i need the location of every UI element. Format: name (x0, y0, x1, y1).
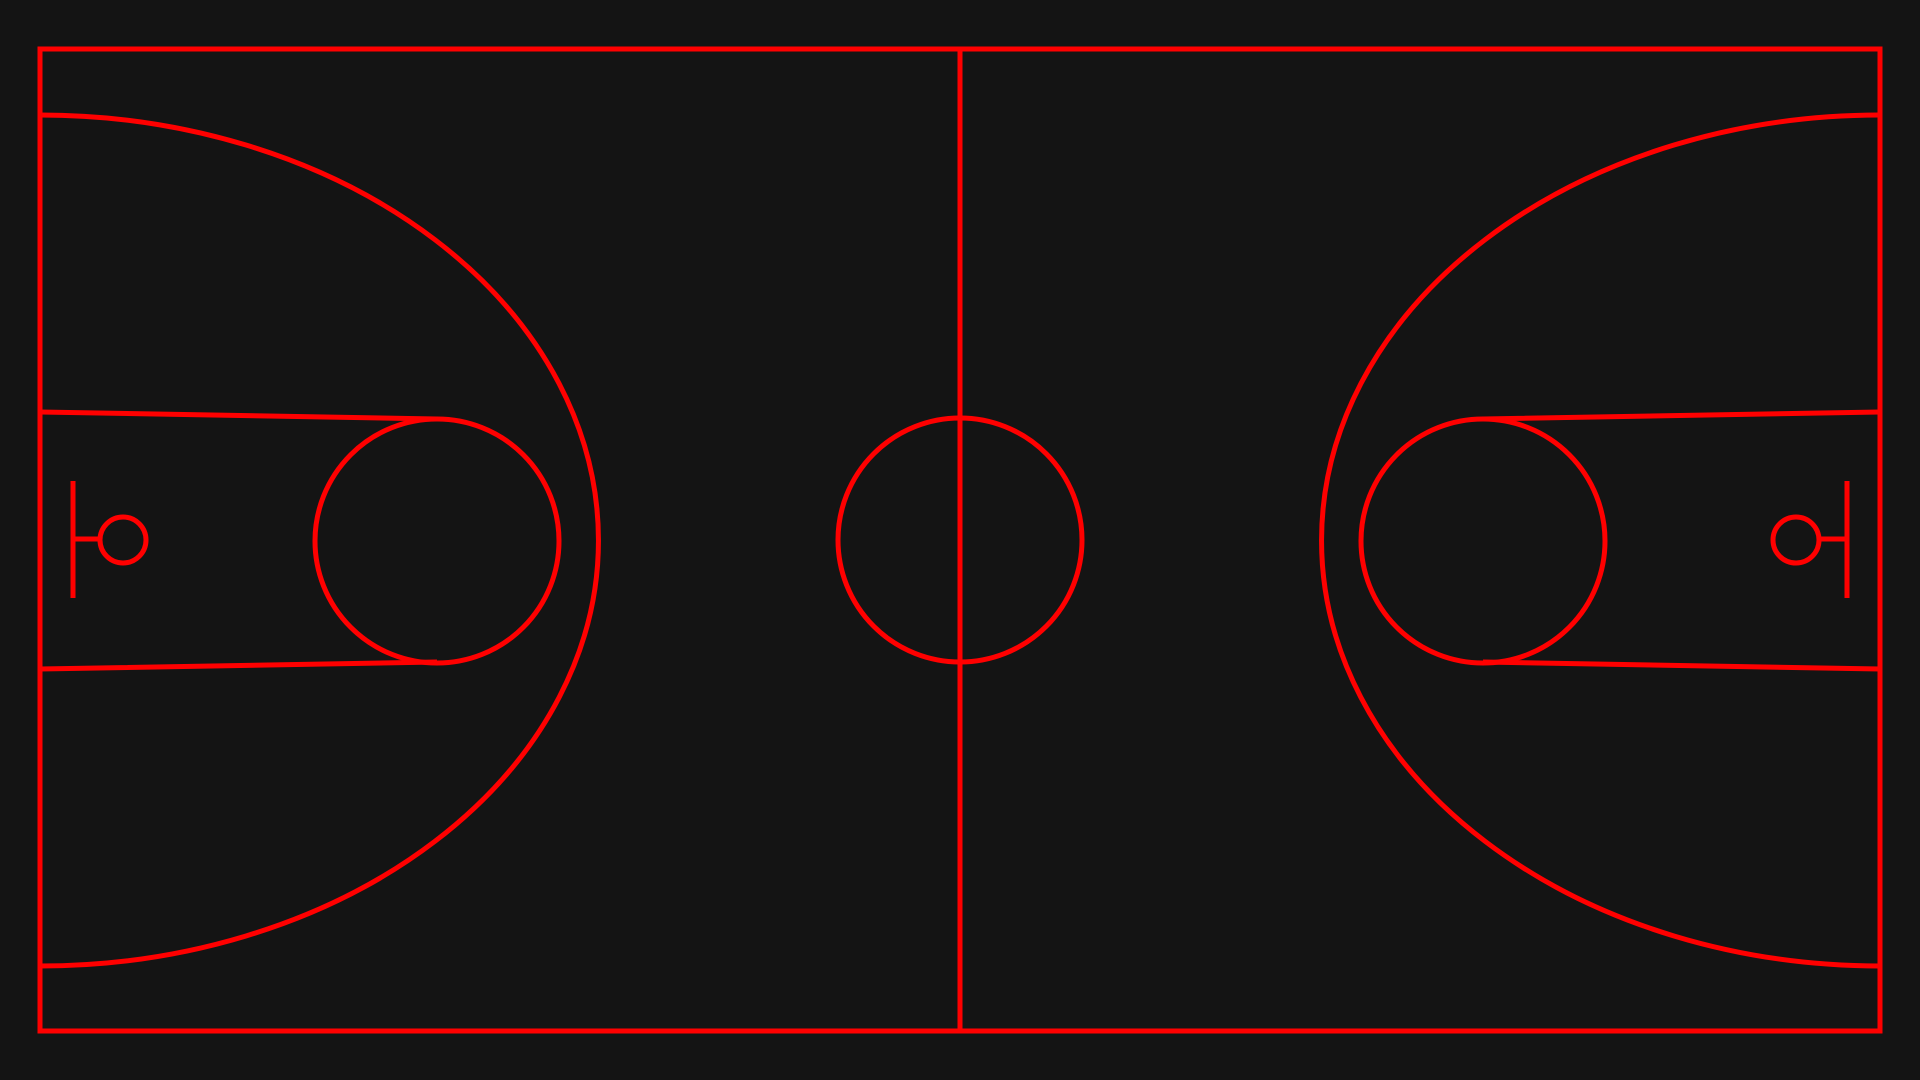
right-hoop (1770, 514, 1822, 566)
left-hoop (97, 514, 149, 566)
right-free-throw-circle (1358, 416, 1608, 666)
left-free-throw-circle (312, 416, 562, 666)
center-circle (835, 415, 1085, 665)
left-free-throw-lane (39, 409, 438, 672)
right-free-throw-lane (1482, 409, 1881, 672)
right-three-point-arc (1318, 112, 1881, 969)
left-three-point-arc (39, 112, 602, 969)
